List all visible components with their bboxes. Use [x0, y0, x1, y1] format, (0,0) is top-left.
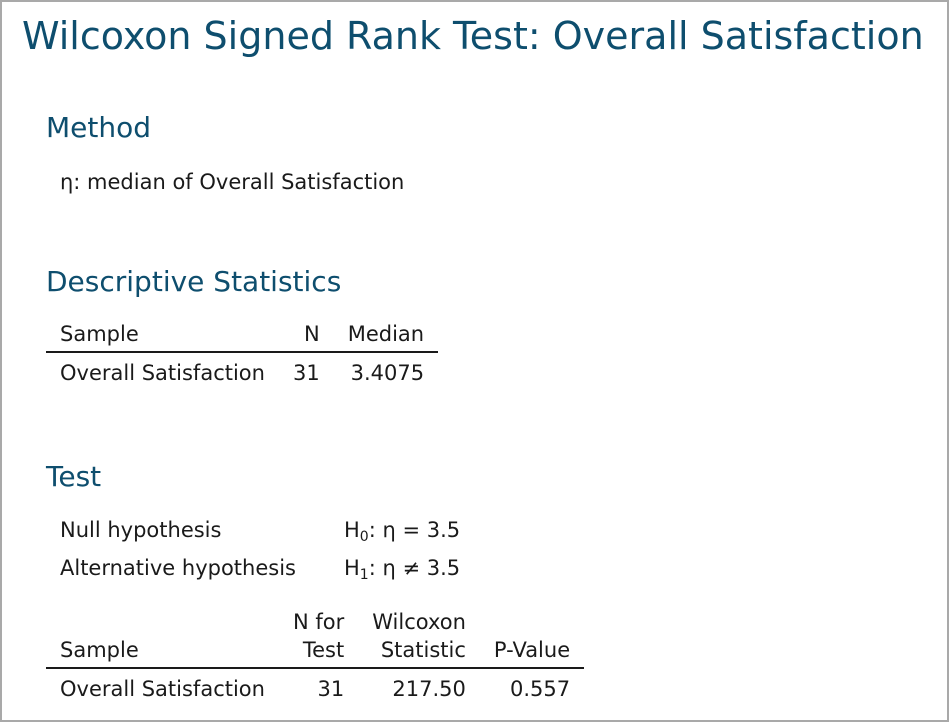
table-row: Overall Satisfaction 31 217.50 0.557 — [46, 668, 584, 703]
alt-h: H — [344, 556, 360, 580]
col-n-for-test: N for Test — [278, 608, 359, 669]
alt-hypothesis-value: H1: η ≠ 3.5 — [344, 556, 461, 583]
cell-median: 3.4075 — [350, 361, 425, 385]
col-wilcoxon-statistic: Wilcoxon Statistic — [358, 608, 480, 669]
col-stat-line1: Wilcoxon — [372, 610, 466, 634]
table-header-row: Sample N Median — [46, 320, 439, 353]
table-header-row: Sample N for Test Wilcoxon Statistic P-Val… — [46, 608, 585, 669]
alt-hypothesis-row: Alternative hypothesis H1: η ≠ 3.5 — [60, 554, 460, 582]
test-heading: Test — [46, 460, 102, 493]
page-title: Wilcoxon Signed Rank Test: Overall Satis… — [22, 14, 924, 58]
alt-hypothesis-label: Alternative hypothesis — [60, 556, 296, 580]
null-h: H — [344, 518, 360, 542]
col-n-line1: N for — [292, 610, 345, 634]
descriptive-table: Sample N Median Overall Satisfaction 31 … — [46, 320, 439, 387]
cell-n: 31 — [292, 361, 320, 385]
method-text: η: median of Overall Satisfaction — [60, 170, 405, 194]
cell-n: 31 — [317, 677, 345, 701]
null-hypothesis-label: Null hypothesis — [60, 518, 222, 542]
null-hypothesis-row: Null hypothesis H0: η = 3.5 — [60, 516, 460, 544]
alt-rest: : η ≠ 3.5 — [368, 556, 461, 580]
cell-sample: Overall Satisfaction — [60, 677, 265, 701]
col-median: Median — [333, 320, 439, 353]
test-table: Sample N for Test Wilcoxon Statistic P-Val… — [46, 608, 585, 703]
table-row: Overall Satisfaction 31 3.4075 — [46, 352, 438, 387]
col-sample: Sample — [46, 320, 279, 353]
col-n: N — [278, 320, 334, 353]
descriptive-heading: Descriptive Statistics — [46, 265, 342, 298]
col-sample: Sample — [46, 608, 279, 669]
col-p-value: P-Value — [479, 608, 585, 669]
col-n-line2: Test — [302, 638, 345, 662]
cell-sample: Overall Satisfaction — [60, 361, 265, 385]
null-rest: : η = 3.5 — [368, 518, 461, 542]
col-stat-line2: Statistic — [380, 638, 466, 662]
null-hypothesis-value: H0: η = 3.5 — [344, 518, 461, 545]
cell-pvalue: 0.557 — [510, 677, 571, 701]
method-heading: Method — [46, 111, 152, 144]
alt-sub: 1 — [359, 567, 369, 583]
null-sub: 0 — [359, 529, 369, 545]
cell-stat: 217.50 — [392, 677, 466, 701]
